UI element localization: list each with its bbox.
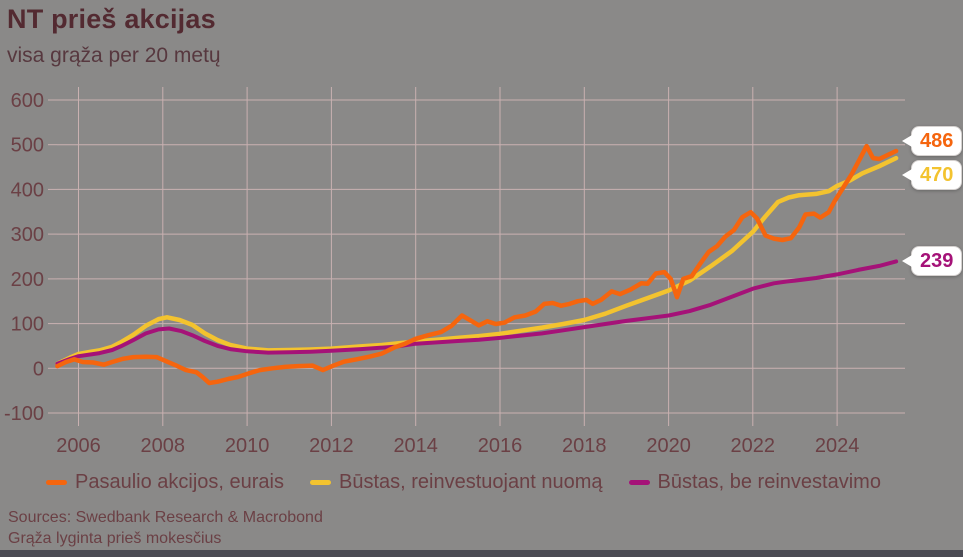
svg-text:600: 600 bbox=[11, 90, 44, 112]
end-label-housing-reinvest: 470 bbox=[901, 160, 963, 191]
legend-dash-icon bbox=[46, 480, 67, 485]
svg-text:2016: 2016 bbox=[478, 435, 523, 457]
svg-text:2008: 2008 bbox=[141, 435, 186, 457]
svg-text:500: 500 bbox=[11, 135, 44, 157]
legend-label: Būstas, be reinvestavimo bbox=[657, 471, 881, 493]
chart-legend: Pasaulio akcijos, eurais Būstas, reinves… bbox=[46, 471, 881, 494]
svg-text:2012: 2012 bbox=[309, 435, 354, 457]
legend-dash-icon bbox=[310, 480, 331, 485]
svg-text:100: 100 bbox=[11, 314, 44, 336]
svg-text:2018: 2018 bbox=[562, 435, 607, 457]
legend-label: Pasaulio akcijos, eurais bbox=[75, 471, 284, 493]
svg-text:2022: 2022 bbox=[731, 435, 776, 457]
svg-text:2010: 2010 bbox=[225, 435, 270, 457]
sources-line: Sources: Swedbank Research & Macrobond bbox=[8, 509, 323, 526]
svg-text:2024: 2024 bbox=[815, 435, 860, 457]
page-title: NT prieš akcijas bbox=[7, 4, 216, 34]
svg-text:2020: 2020 bbox=[646, 435, 691, 457]
svg-text:200: 200 bbox=[11, 269, 44, 291]
legend-item-housing-reinvest: Būstas, reinvestuojant nuomą bbox=[310, 471, 603, 494]
svg-text:0: 0 bbox=[33, 358, 44, 380]
footer-bar bbox=[0, 550, 963, 557]
svg-text:300: 300 bbox=[11, 224, 44, 246]
footnote-line: Grąža lyginta prieš mokesčius bbox=[8, 530, 222, 547]
svg-text:2006: 2006 bbox=[56, 435, 101, 457]
legend-label: Būstas, reinvestuojant nuomą bbox=[339, 471, 603, 493]
legend-item-housing-no-reinvest: Būstas, be reinvestavimo bbox=[628, 471, 881, 494]
legend-dash-icon bbox=[628, 480, 650, 485]
svg-text:-100: -100 bbox=[4, 403, 44, 425]
page-subtitle: visa grąža per 20 metų bbox=[7, 44, 221, 67]
end-label-equities: 486 bbox=[901, 125, 963, 156]
svg-text:2014: 2014 bbox=[393, 435, 438, 457]
legend-item-equities: Pasaulio akcijos, eurais bbox=[46, 471, 284, 494]
end-label-housing-no-reinvest: 239 bbox=[901, 246, 963, 277]
svg-text:400: 400 bbox=[11, 179, 44, 201]
